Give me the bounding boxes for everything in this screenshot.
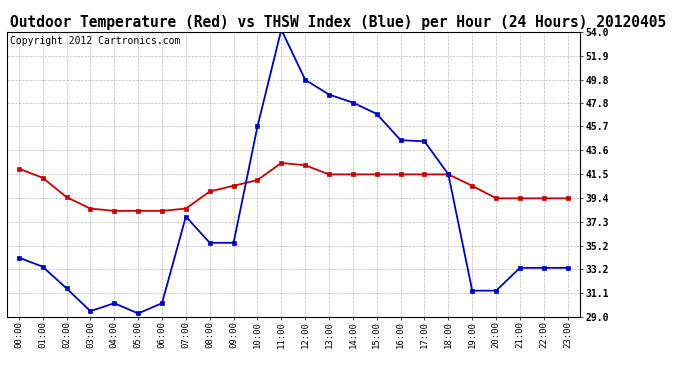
Text: Copyright 2012 Cartronics.com: Copyright 2012 Cartronics.com <box>10 36 180 46</box>
Text: Outdoor Temperature (Red) vs THSW Index (Blue) per Hour (24 Hours) 20120405: Outdoor Temperature (Red) vs THSW Index … <box>10 15 667 30</box>
